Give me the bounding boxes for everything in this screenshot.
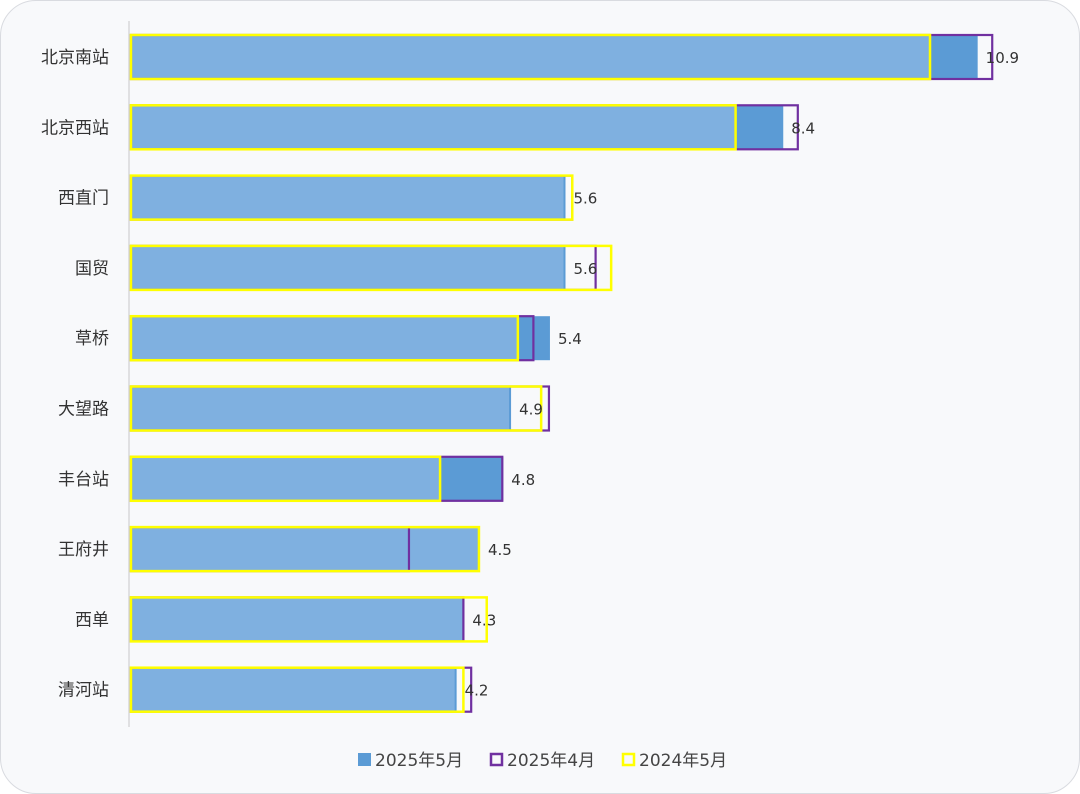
legend-swatch-0 — [358, 753, 371, 766]
bar-outline-2024-05[interactable] — [129, 33, 932, 81]
bar-2025-05-overlap — [130, 105, 735, 150]
value-label: 4.9 — [519, 401, 543, 419]
bar-outline-2024-05[interactable] — [129, 596, 488, 643]
category-label: 北京西站 — [41, 118, 109, 138]
legend-swatch-1 — [489, 752, 504, 767]
bar-outline-2024-05[interactable] — [129, 314, 520, 362]
value-label: 4.5 — [488, 541, 512, 559]
category-label: 西直门 — [58, 189, 109, 209]
bar-2025-05-overlap — [130, 245, 564, 290]
legend-label-0: 2025年5月 — [375, 751, 463, 771]
value-label: 4.2 — [465, 682, 489, 700]
bar-outline-2024-05[interactable] — [129, 385, 543, 432]
bar-outline-2024-05[interactable] — [129, 455, 442, 503]
bar-outline-2024-05[interactable] — [129, 104, 737, 151]
value-label: 5.6 — [574, 190, 598, 208]
bar-outline-2024-05[interactable] — [129, 525, 481, 573]
category-label: 草桥 — [75, 329, 109, 349]
value-label: 5.4 — [558, 330, 582, 348]
category-label: 清河站 — [58, 681, 109, 701]
value-label: 8.4 — [791, 119, 815, 137]
bar-2025-05-overlap — [130, 667, 455, 712]
category-label: 北京南站 — [41, 48, 109, 68]
bar-2025-05-overlap — [130, 35, 930, 79]
category-label: 大望路 — [58, 400, 109, 420]
bar-2025-05-overlap — [130, 456, 440, 501]
value-label: 10.9 — [986, 49, 1019, 67]
category-label: 国贸 — [75, 259, 109, 279]
legend-label-1: 2025年4月 — [507, 751, 595, 771]
legend-swatch-2 — [621, 752, 636, 767]
bar-2025-05-overlap — [130, 527, 478, 572]
legend-label-2: 2024年5月 — [639, 751, 727, 771]
value-label: 4.3 — [472, 611, 496, 629]
bar-outline-2024-05[interactable] — [129, 244, 613, 292]
bar-2025-05-overlap — [130, 175, 564, 220]
category-label: 西单 — [75, 610, 109, 630]
bar-2025-05-overlap — [130, 316, 517, 361]
value-label: 4.8 — [511, 471, 535, 489]
value-label: 5.6 — [574, 260, 598, 278]
category-label: 王府井 — [58, 540, 109, 560]
bar-outline-2024-05[interactable] — [129, 666, 465, 713]
category-label: 丰台站 — [58, 470, 109, 490]
bar-2025-05-overlap — [130, 386, 510, 431]
bar-outline-2024-05[interactable] — [129, 174, 574, 221]
bar-2025-05-overlap — [130, 597, 463, 642]
